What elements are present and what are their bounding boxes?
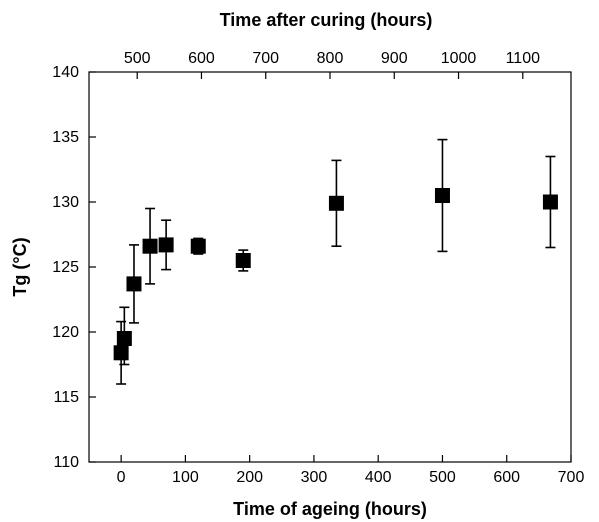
data-point-marker bbox=[235, 253, 251, 268]
y-tick-label: 140 bbox=[52, 64, 79, 81]
x2-tick-label: 600 bbox=[188, 50, 215, 67]
x2-tick-label: 800 bbox=[317, 50, 344, 67]
y-tick-label: 135 bbox=[52, 129, 79, 146]
y-tick-label: 110 bbox=[53, 454, 79, 471]
x-tick-label: 200 bbox=[236, 469, 263, 486]
x-tick-label: 700 bbox=[558, 469, 585, 486]
y-axis-title: Tg (°C) bbox=[10, 237, 30, 296]
x-tick-label: 0 bbox=[117, 469, 126, 486]
x-tick-label: 300 bbox=[301, 469, 328, 486]
bottom-axis-ticks: 0 100 200 300 400 500 600 700 bbox=[117, 455, 585, 486]
x2-tick-label: 1000 bbox=[441, 50, 477, 67]
data-point-marker bbox=[113, 345, 129, 361]
data-series bbox=[113, 138, 558, 385]
y-tick-label: 115 bbox=[53, 389, 79, 406]
y-tick-label: 120 bbox=[52, 324, 79, 341]
y-tick-label: 130 bbox=[52, 194, 79, 211]
top-axis-ticks: 500 600 700 800 900 1000 1100 bbox=[124, 50, 540, 79]
x-tick-label: 600 bbox=[493, 469, 520, 486]
x2-tick-label: 500 bbox=[124, 50, 151, 67]
left-axis-ticks: 110 115 120 125 130 135 140 bbox=[52, 64, 96, 471]
data-point-marker bbox=[542, 194, 558, 210]
x-tick-label: 100 bbox=[172, 469, 199, 486]
data-point-marker bbox=[158, 237, 174, 253]
y-tick-label: 125 bbox=[52, 259, 79, 276]
data-point-marker bbox=[126, 276, 142, 292]
data-point-marker bbox=[116, 331, 132, 346]
data-point-marker bbox=[142, 238, 158, 254]
x-tick-label: 400 bbox=[365, 469, 392, 486]
data-point-marker bbox=[328, 195, 344, 211]
x2-tick-label: 700 bbox=[252, 50, 279, 67]
x-tick-label: 500 bbox=[429, 469, 456, 486]
data-point-marker bbox=[434, 188, 450, 203]
x2-axis-title: Time after curing (hours) bbox=[220, 10, 433, 30]
x2-tick-label: 1100 bbox=[506, 50, 541, 67]
x-axis-title: Time of ageing (hours) bbox=[233, 499, 427, 519]
data-point-marker bbox=[190, 238, 206, 254]
x2-tick-label: 900 bbox=[381, 50, 408, 67]
plot-frame bbox=[88, 71, 572, 463]
